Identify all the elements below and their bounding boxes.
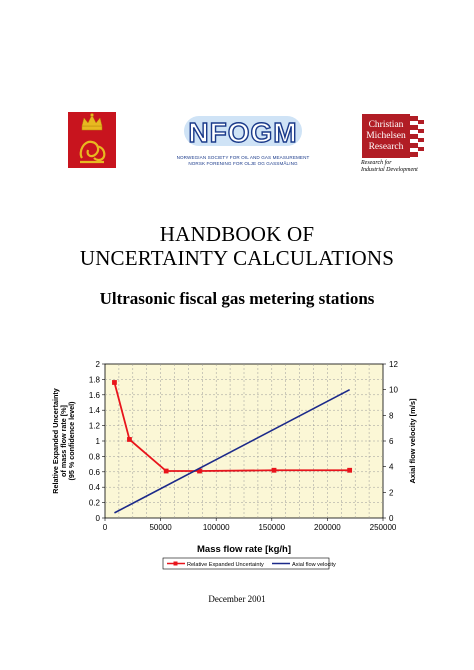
y-left-tick-label: 0.4 [89, 483, 101, 492]
nfogm-society-name-en: NORWEGIAN SOCIETY FOR OIL AND GAS MEASUR… [176, 155, 310, 160]
data-point-uncertainty [197, 468, 202, 474]
cmr-logo: Christian Michelsen Research [362, 114, 424, 158]
x-tick-label: 250000 [370, 523, 397, 532]
legend-marker-uncertainty [173, 561, 178, 566]
y-right-tick-label: 0 [389, 514, 394, 523]
y-left-tick-label: 0.8 [89, 452, 101, 461]
nfogm-backdrop [184, 116, 302, 146]
grid-lines [105, 364, 383, 518]
cmr-tagline-line1: Research for [361, 160, 392, 166]
y-left-tick-label: 1.4 [89, 406, 101, 415]
chart-legend: Relative Expanded Uncertainty Axial flow… [162, 557, 336, 570]
cmr-tagline-line2: Industrial Development [361, 167, 418, 173]
data-point-uncertainty [271, 467, 277, 473]
x-tick-label: 150000 [258, 523, 285, 532]
cmr-name-line1: Christian [369, 120, 404, 130]
cmr-name-line2: Michelsen [366, 131, 406, 141]
y-left-tick-label: 0 [96, 514, 101, 523]
data-point-uncertainty [127, 437, 132, 442]
x-tick-label: 50000 [149, 523, 172, 532]
series-line-axial-velocity [114, 388, 351, 514]
y-right-tick-label: 4 [389, 463, 394, 472]
series-layer [112, 380, 353, 514]
cmr-building-icon [410, 116, 424, 157]
cmr-name-line3: Research [369, 142, 404, 152]
data-point-uncertainty [347, 467, 353, 473]
y-right-axis-label: Axial flow velocity [m/s] [408, 398, 417, 484]
data-point-uncertainty [112, 380, 117, 385]
cmr-logo-block [362, 114, 410, 158]
y-right-tick-label: 6 [389, 437, 394, 446]
y-left-tick-label: 1.2 [89, 422, 101, 431]
crown-icon [81, 113, 103, 131]
document-date: December 2001 [208, 594, 266, 604]
x-tick-label: 100000 [203, 523, 230, 532]
uncertainty-chart: 0 50000 100000 150000 200000 25000000.20.40.6… [51, 360, 417, 570]
y-left-tick-label: 2 [96, 360, 101, 369]
lion-icon [79, 140, 106, 164]
y-right-tick-label: 10 [389, 386, 398, 395]
y-left-axis-label-line1: Relative Expanded Uncertainty [51, 388, 60, 493]
legend-box [162, 557, 330, 570]
document-title-line1: HANDBOOK OF [159, 222, 315, 246]
nfogm-logo: NFOGM [184, 116, 302, 149]
y-right-tick-label: 8 [389, 411, 394, 420]
document-title-line2: UNCERTAINTY CALCULATIONS [79, 246, 395, 270]
y-left-axis-label-line2: of mass flow rate [%] [59, 405, 68, 477]
y-left-axis-label-line3: (95 % confidence level) [67, 401, 76, 481]
axis-ticks: 0 50000 100000 150000 200000 25000000.20.40.6… [89, 360, 399, 532]
nfogm-society-name-no: NORSK FORENING FOR OLJE OG GASSMÅLING [188, 161, 298, 166]
legend-label-uncertainty: Relative Expanded Uncertainty [187, 562, 264, 568]
norwegian-emblem-logo [68, 112, 116, 168]
data-point-uncertainty [163, 468, 169, 474]
y-left-tick-label: 0.6 [89, 468, 101, 477]
y-left-tick-label: 1 [96, 437, 101, 446]
x-axis-label: Mass flow rate [kg/h] [197, 544, 291, 555]
y-left-tick-label: 0.2 [89, 499, 101, 508]
y-right-tick-label: 2 [389, 488, 394, 497]
x-tick-label: 200000 [314, 523, 341, 532]
document-subtitle: Ultrasonic fiscal gas metering stations [99, 289, 375, 308]
legend-label-velocity: Axial flow velocity [292, 562, 336, 568]
nfogm-wordmark: NFOGM [188, 117, 297, 148]
y-right-tick-label: 12 [389, 360, 398, 369]
x-tick-label: 0 [103, 523, 108, 532]
series-line-uncertainty [113, 382, 350, 472]
y-left-tick-label: 1.6 [89, 391, 101, 400]
y-left-tick-label: 1.8 [89, 375, 101, 384]
